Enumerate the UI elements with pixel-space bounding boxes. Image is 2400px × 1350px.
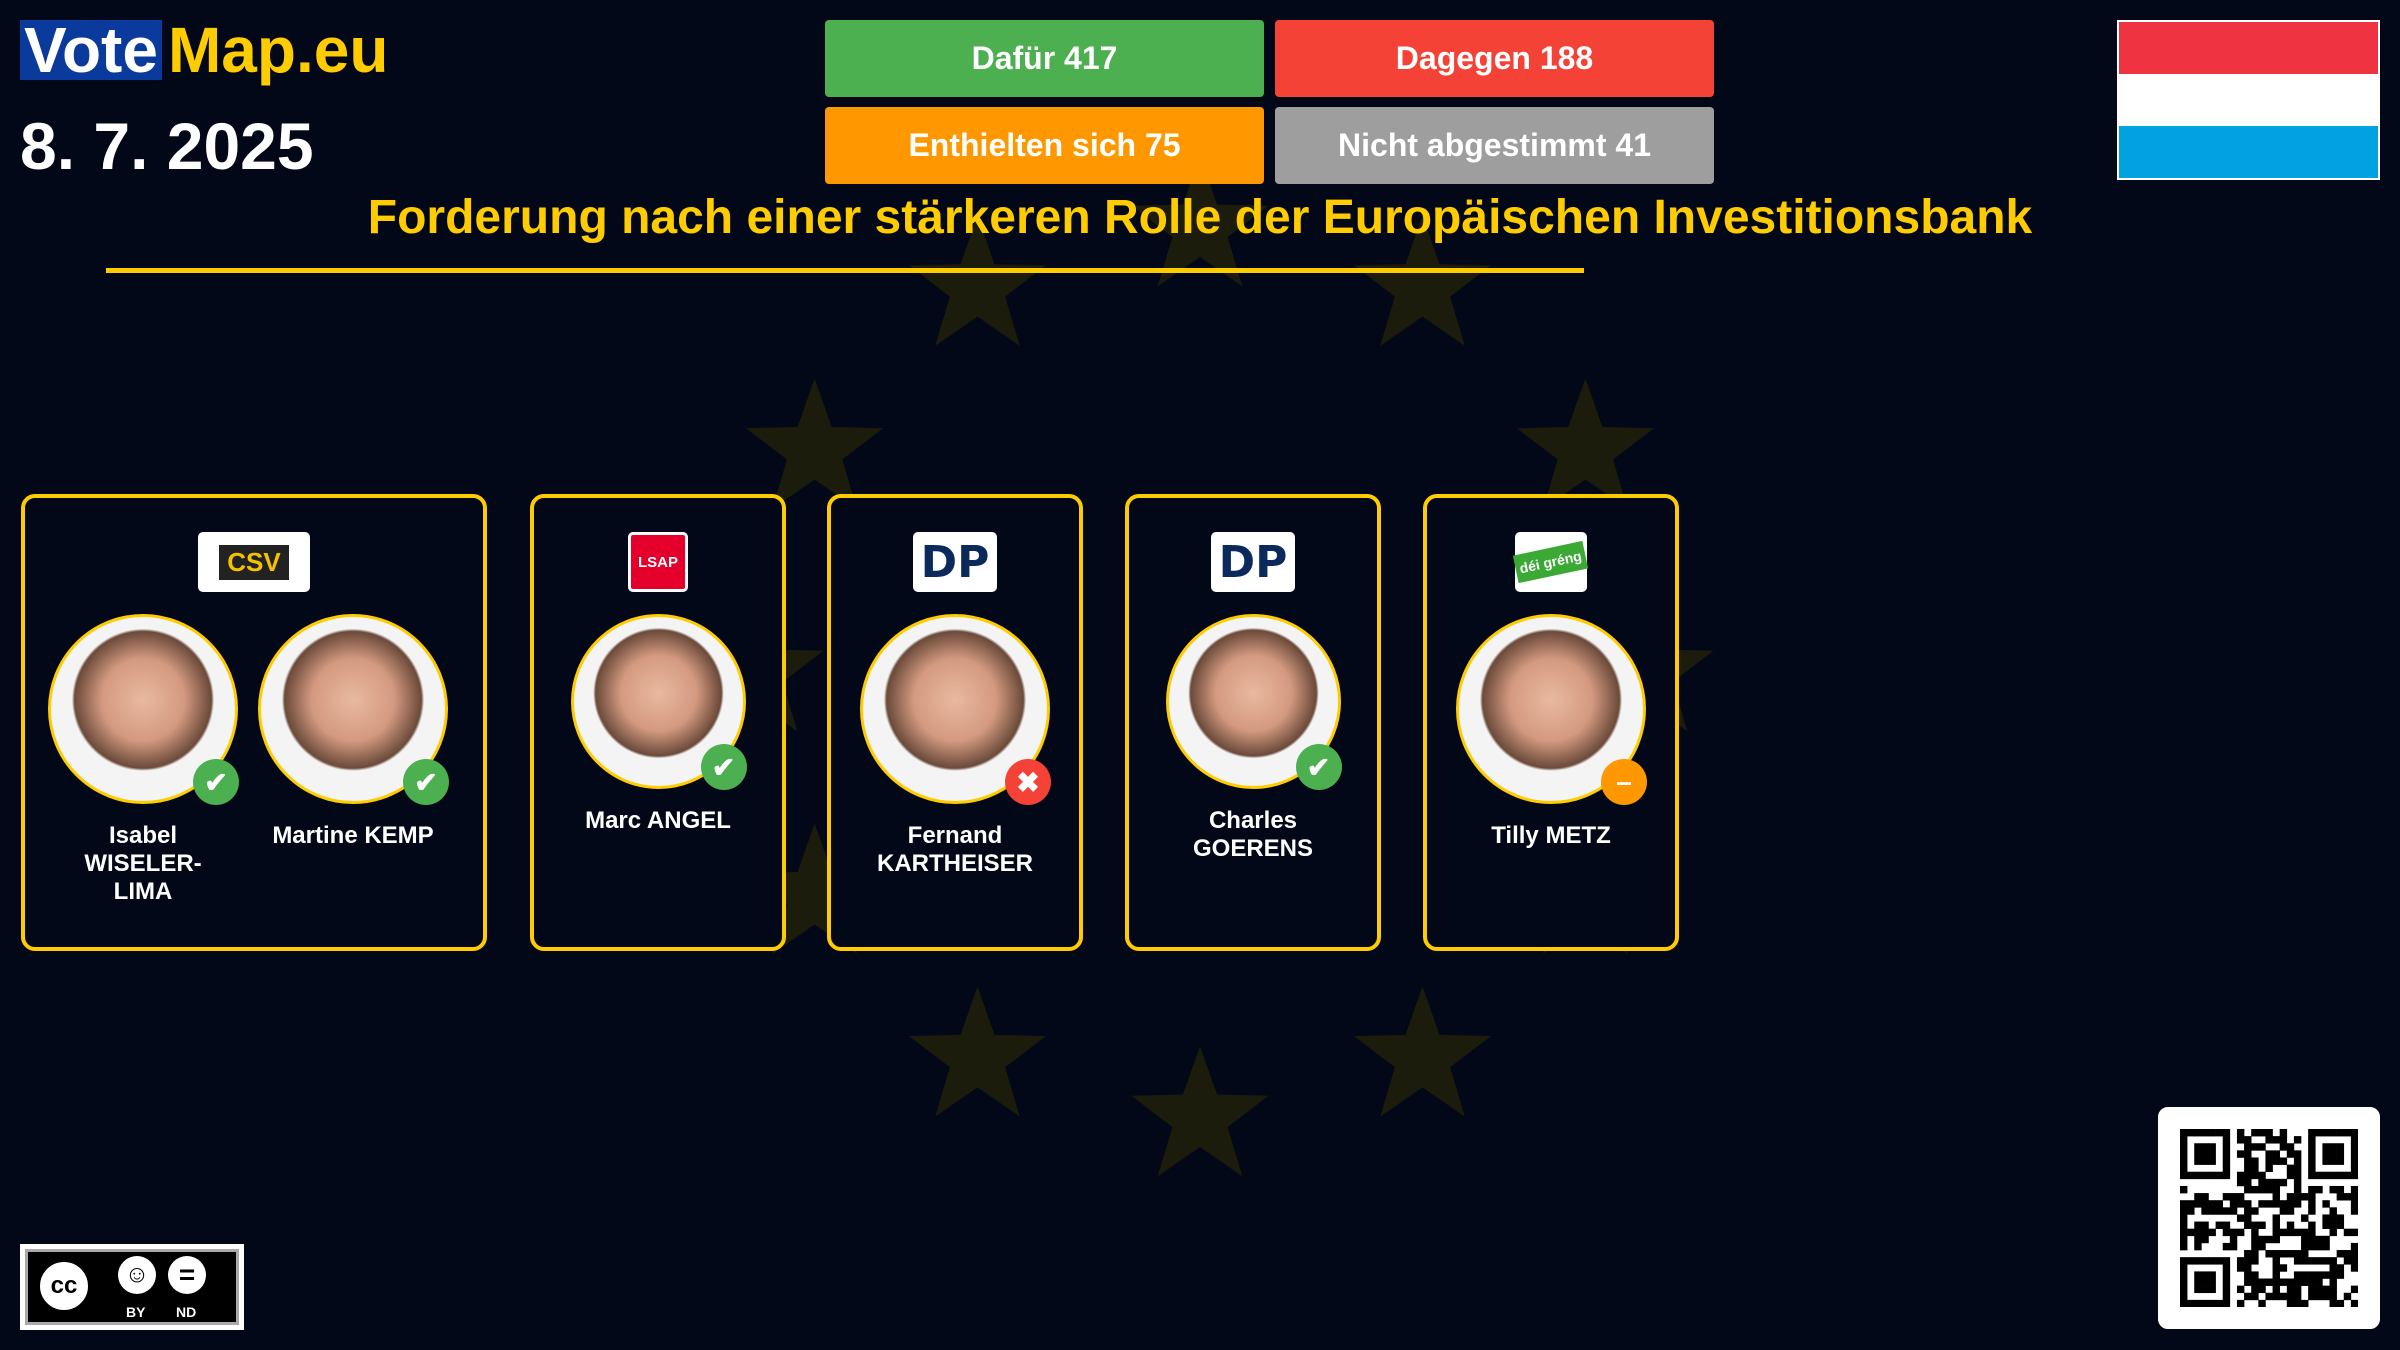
votes-abstain-badge: Enthielten sich 75: [825, 107, 1264, 184]
check-icon: ✔: [1295, 744, 1342, 790]
party-logo-dp: DP: [913, 532, 997, 592]
check-icon: ✔: [193, 759, 239, 805]
votes-against-badge: Dagegen 188: [1275, 20, 1714, 97]
star-icon: [909, 215, 1046, 346]
party-card-lsap: LSAP ✔ Marc ANGEL: [530, 494, 786, 951]
mep[interactable]: ✔ Charles GOERENS: [1153, 614, 1353, 863]
attribution-icon: ☺: [118, 1256, 156, 1294]
star-icon: [1354, 215, 1491, 346]
mep-name: Marc ANGEL: [585, 807, 731, 834]
mep-name: Fernand KARTHEISER: [876, 822, 1033, 877]
mep-photo: ✔: [1165, 614, 1342, 790]
mep[interactable]: ✔ Marc ANGEL: [558, 614, 758, 835]
party-logo-csv: CSV: [198, 532, 310, 592]
qr-code-pattern: [2180, 1129, 2359, 1308]
party-logo-dei-greng: déi gréng: [1513, 532, 1589, 592]
title-divider: [106, 268, 1584, 273]
mep[interactable]: ✔ Isabel WISELER-LIMA: [43, 614, 243, 906]
mep-name: Tilly METZ: [1491, 822, 1611, 849]
party-card-csv: CSV ✔ Isabel WISELER-LIMA ✔ Martine KEMP: [21, 494, 487, 951]
mep[interactable]: ✖ Fernand KARTHEISER: [855, 614, 1055, 878]
star-icon: [746, 378, 884, 509]
star-icon: [746, 823, 884, 954]
party-card-dp: DP ✖ Fernand KARTHEISER: [827, 494, 1083, 951]
party-card-dei-greng: déi gréng – Tilly METZ: [1423, 494, 1679, 951]
mep-name: Isabel WISELER-LIMA: [84, 822, 202, 905]
cc-by-label: BY: [126, 1304, 146, 1320]
vote-title: Forderung nach einer stärkeren Rolle der…: [367, 191, 2033, 244]
cc-nd-label: ND: [176, 1304, 197, 1320]
mep-photo: –: [1456, 614, 1647, 805]
check-icon: ✔: [403, 759, 449, 805]
logo-vote: Vote: [20, 18, 162, 82]
mep[interactable]: – Tilly METZ: [1451, 614, 1651, 850]
mep-name: Martine KEMP: [272, 822, 434, 849]
mep-photo: ✔: [258, 614, 449, 805]
star-icon: [909, 986, 1046, 1117]
minus-icon: –: [1601, 759, 1647, 805]
votemap-logo[interactable]: Vote Map.eu: [20, 14, 389, 86]
no-derivatives-icon: =: [168, 1256, 206, 1294]
votes-for-badge: Dafür 417: [825, 20, 1264, 97]
party-logo-lsap: LSAP: [628, 532, 688, 592]
qr-code[interactable]: [2158, 1107, 2380, 1329]
mep-photo: ✔: [570, 614, 747, 790]
cc-icon: cc: [36, 1258, 92, 1314]
mep-name: Charles GOERENS: [1193, 807, 1314, 862]
mep-photo: ✔: [48, 614, 239, 805]
cc-by-nd-license[interactable]: cc ☺ = BY ND: [20, 1244, 244, 1330]
party-card-dp: DP ✔ Charles GOERENS: [1125, 494, 1381, 951]
cross-icon: ✖: [1005, 759, 1051, 805]
votes-absent-badge: Nicht abgestimmt 41: [1275, 107, 1714, 184]
mep[interactable]: ✔ Martine KEMP: [253, 614, 453, 850]
party-logo-dp: DP: [1211, 532, 1295, 592]
check-icon: ✔: [700, 744, 747, 790]
star-icon: [1131, 156, 1269, 287]
star-icon: [1131, 1046, 1269, 1177]
star-icon: [1354, 986, 1491, 1117]
logo-map: Map.eu: [167, 14, 389, 86]
mep-photo: ✖: [860, 614, 1051, 805]
vote-date: 8. 7. 2025: [20, 109, 314, 183]
luxembourg-flag: [2117, 20, 2380, 180]
star-icon: [1516, 378, 1654, 509]
